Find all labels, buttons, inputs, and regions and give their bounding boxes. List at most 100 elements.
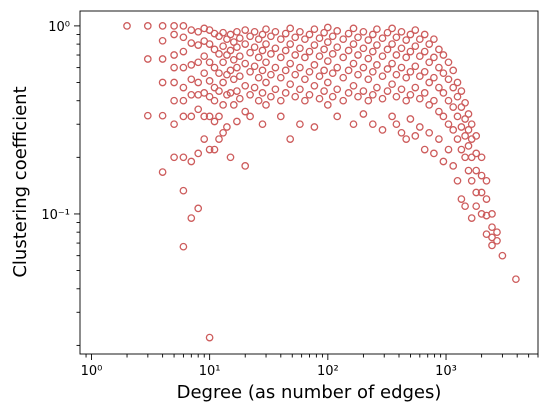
- data-point: [229, 75, 238, 84]
- data-point: [368, 67, 377, 76]
- data-point: [425, 40, 434, 48]
- axis-ticks: 10⁰ 10¹ 10² 10³ 10⁻¹ 10⁰: [41, 20, 539, 379]
- data-point: [402, 73, 411, 82]
- data-point: [349, 59, 358, 68]
- data-point: [246, 48, 254, 57]
- data-point: [267, 32, 275, 41]
- data-point: [179, 96, 188, 105]
- data-point: [262, 25, 270, 34]
- data-point: [286, 59, 295, 68]
- data-point: [457, 103, 466, 111]
- data-point: [453, 135, 462, 143]
- data-point: [435, 83, 443, 92]
- data-point: [226, 153, 235, 162]
- data-point: [210, 145, 219, 154]
- data-point: [170, 30, 178, 39]
- data-point: [406, 115, 415, 123]
- data-point: [359, 110, 368, 118]
- data-point: [482, 230, 491, 239]
- data-point: [320, 87, 328, 95]
- data-point: [187, 157, 196, 166]
- data-point: [402, 96, 411, 105]
- data-point: [286, 40, 295, 48]
- data-point: [219, 128, 227, 137]
- data-point: [397, 63, 406, 72]
- data-point: [383, 87, 392, 95]
- data-point: [449, 66, 458, 75]
- data-point: [420, 30, 429, 39]
- data-point: [219, 28, 227, 37]
- data-point: [179, 33, 188, 42]
- data-point: [411, 62, 420, 71]
- data-point: [262, 40, 270, 48]
- data-point: [406, 30, 415, 39]
- data-point: [291, 33, 300, 42]
- data-point: [349, 81, 358, 90]
- data-point: [467, 153, 476, 162]
- data-point: [364, 54, 373, 63]
- data-point: [250, 62, 259, 71]
- data-point: [439, 89, 448, 97]
- data-point: [158, 78, 167, 87]
- data-point: [406, 47, 415, 56]
- data-point: [179, 47, 188, 56]
- data-point: [246, 32, 254, 41]
- data-point: [420, 67, 429, 76]
- data-point: [425, 128, 434, 137]
- y-tick-label: 10⁰: [48, 20, 70, 35]
- data-point: [194, 149, 203, 158]
- data-point: [354, 51, 362, 59]
- data-point: [291, 70, 300, 79]
- data-point: [219, 58, 227, 67]
- data-point: [464, 142, 473, 150]
- data-point: [286, 80, 295, 89]
- data-point: [364, 75, 373, 84]
- data-point: [187, 75, 196, 84]
- data-point: [397, 44, 406, 53]
- data-point: [449, 103, 458, 111]
- data-point: [464, 166, 473, 175]
- data-point: [315, 72, 324, 81]
- data-point: [368, 120, 377, 129]
- data-point: [415, 123, 424, 131]
- data-point: [296, 27, 304, 36]
- data-point: [406, 90, 415, 99]
- x-tick-label: 10¹: [199, 364, 221, 379]
- data-point: [349, 40, 358, 48]
- data-point: [383, 28, 392, 37]
- data-point: [435, 63, 443, 72]
- data-point: [397, 27, 406, 36]
- data-point: [461, 202, 469, 211]
- data-point: [449, 162, 458, 170]
- data-point: [254, 53, 263, 62]
- data-point: [457, 87, 466, 95]
- data-point: [258, 46, 267, 55]
- data-point: [383, 65, 392, 73]
- data-point: [420, 89, 429, 97]
- data-point: [305, 67, 314, 76]
- data-point: [430, 35, 438, 44]
- data-point: [472, 202, 481, 211]
- data-point: [205, 77, 214, 85]
- data-point: [411, 132, 420, 140]
- data-point: [170, 22, 178, 30]
- data-point: [187, 112, 196, 121]
- data-point: [373, 61, 381, 69]
- data-point: [457, 123, 466, 131]
- data-point: [444, 96, 453, 105]
- data-point: [368, 90, 377, 99]
- data-point: [464, 110, 473, 118]
- data-point: [194, 78, 203, 87]
- data-point: [276, 35, 285, 44]
- data-point: [383, 45, 392, 54]
- data-point: [262, 58, 270, 67]
- data-point: [170, 153, 178, 162]
- data-point: [472, 149, 481, 158]
- data-point: [402, 53, 411, 62]
- data-point: [250, 43, 259, 52]
- data-point: [226, 30, 235, 39]
- data-point: [425, 58, 434, 67]
- data-point: [158, 111, 167, 120]
- data-point: [194, 27, 203, 36]
- data-point: [296, 63, 304, 72]
